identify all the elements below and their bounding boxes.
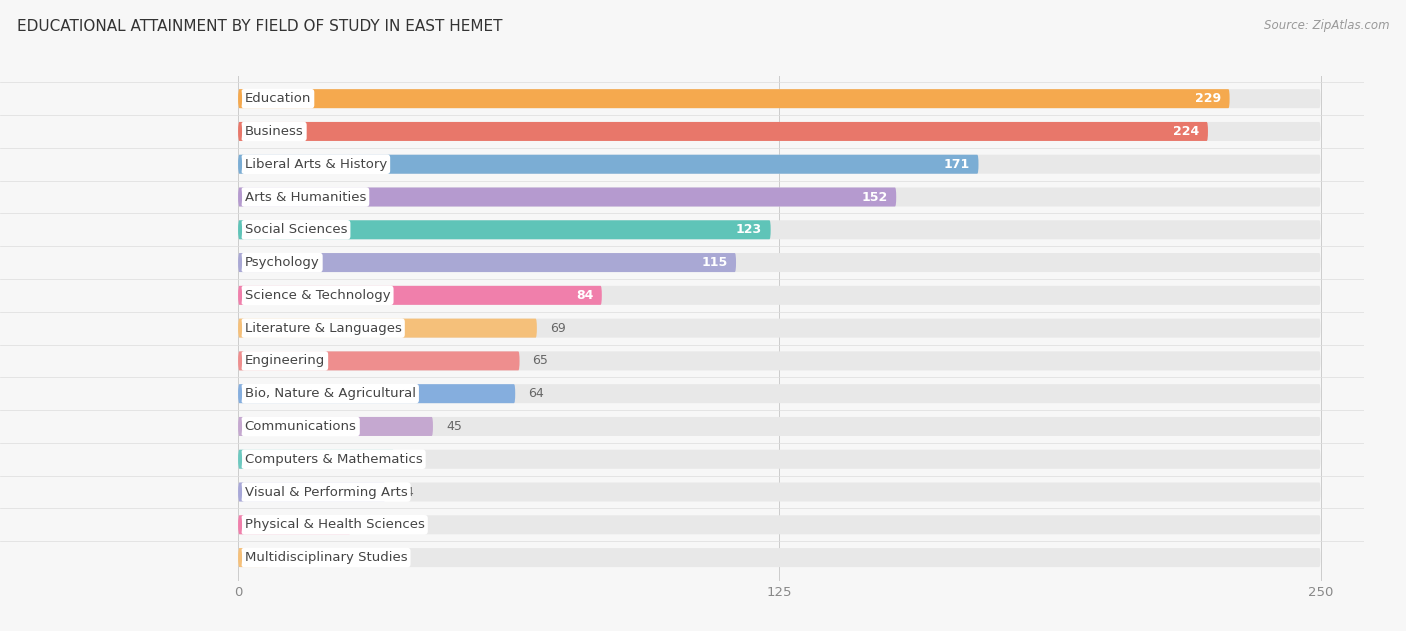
Circle shape bbox=[239, 550, 242, 565]
FancyBboxPatch shape bbox=[238, 319, 537, 338]
FancyBboxPatch shape bbox=[238, 187, 896, 206]
Text: Liberal Arts & History: Liberal Arts & History bbox=[245, 158, 387, 171]
Circle shape bbox=[239, 320, 242, 336]
FancyBboxPatch shape bbox=[238, 155, 1320, 174]
FancyBboxPatch shape bbox=[238, 187, 1320, 206]
Text: Multidisciplinary Studies: Multidisciplinary Studies bbox=[245, 551, 408, 564]
Text: Computers & Mathematics: Computers & Mathematics bbox=[245, 452, 422, 466]
FancyBboxPatch shape bbox=[238, 417, 433, 436]
FancyBboxPatch shape bbox=[238, 450, 1320, 469]
Circle shape bbox=[239, 91, 242, 107]
FancyBboxPatch shape bbox=[238, 253, 1320, 272]
Circle shape bbox=[239, 484, 242, 500]
Text: Bio, Nature & Agricultural: Bio, Nature & Agricultural bbox=[245, 387, 416, 400]
Text: Psychology: Psychology bbox=[245, 256, 319, 269]
FancyBboxPatch shape bbox=[238, 220, 1320, 239]
Text: Education: Education bbox=[245, 92, 311, 105]
Circle shape bbox=[239, 451, 242, 467]
FancyBboxPatch shape bbox=[238, 516, 1320, 534]
Text: 64: 64 bbox=[529, 387, 544, 400]
FancyBboxPatch shape bbox=[238, 89, 1320, 108]
Circle shape bbox=[239, 353, 242, 369]
Text: Social Sciences: Social Sciences bbox=[245, 223, 347, 236]
FancyBboxPatch shape bbox=[238, 548, 269, 567]
Text: Source: ZipAtlas.com: Source: ZipAtlas.com bbox=[1264, 19, 1389, 32]
Text: Business: Business bbox=[245, 125, 304, 138]
FancyBboxPatch shape bbox=[238, 155, 979, 174]
Circle shape bbox=[239, 222, 242, 238]
FancyBboxPatch shape bbox=[238, 384, 515, 403]
Text: Literature & Languages: Literature & Languages bbox=[245, 322, 402, 334]
Text: Visual & Performing Arts: Visual & Performing Arts bbox=[245, 485, 408, 498]
Circle shape bbox=[239, 517, 242, 533]
Text: Physical & Health Sciences: Physical & Health Sciences bbox=[245, 518, 425, 531]
FancyBboxPatch shape bbox=[238, 286, 1320, 305]
Text: 115: 115 bbox=[702, 256, 727, 269]
FancyBboxPatch shape bbox=[238, 351, 520, 370]
FancyBboxPatch shape bbox=[238, 450, 394, 469]
FancyBboxPatch shape bbox=[238, 384, 1320, 403]
Text: 123: 123 bbox=[735, 223, 762, 236]
Circle shape bbox=[239, 287, 242, 304]
Text: EDUCATIONAL ATTAINMENT BY FIELD OF STUDY IN EAST HEMET: EDUCATIONAL ATTAINMENT BY FIELD OF STUDY… bbox=[17, 19, 502, 34]
FancyBboxPatch shape bbox=[238, 89, 1230, 108]
FancyBboxPatch shape bbox=[238, 122, 1320, 141]
FancyBboxPatch shape bbox=[238, 286, 602, 305]
Text: 45: 45 bbox=[446, 420, 461, 433]
FancyBboxPatch shape bbox=[238, 483, 385, 502]
Text: Arts & Humanities: Arts & Humanities bbox=[245, 191, 366, 204]
Circle shape bbox=[239, 124, 242, 139]
Circle shape bbox=[239, 156, 242, 172]
Text: 69: 69 bbox=[550, 322, 565, 334]
Text: Communications: Communications bbox=[245, 420, 357, 433]
Text: 84: 84 bbox=[576, 289, 593, 302]
Text: 65: 65 bbox=[533, 355, 548, 367]
Text: 36: 36 bbox=[406, 452, 423, 466]
FancyBboxPatch shape bbox=[238, 122, 1208, 141]
FancyBboxPatch shape bbox=[238, 417, 1320, 436]
Text: 152: 152 bbox=[862, 191, 887, 204]
Text: 26: 26 bbox=[364, 518, 380, 531]
Text: 229: 229 bbox=[1195, 92, 1220, 105]
Text: Engineering: Engineering bbox=[245, 355, 325, 367]
FancyBboxPatch shape bbox=[238, 548, 1320, 567]
FancyBboxPatch shape bbox=[238, 319, 1320, 338]
Text: 224: 224 bbox=[1173, 125, 1199, 138]
Text: 34: 34 bbox=[398, 485, 415, 498]
Circle shape bbox=[239, 418, 242, 434]
FancyBboxPatch shape bbox=[238, 220, 770, 239]
FancyBboxPatch shape bbox=[238, 483, 1320, 502]
Circle shape bbox=[239, 189, 242, 205]
FancyBboxPatch shape bbox=[238, 516, 350, 534]
Text: 171: 171 bbox=[943, 158, 970, 171]
Text: Science & Technology: Science & Technology bbox=[245, 289, 391, 302]
Text: 7: 7 bbox=[281, 551, 290, 564]
FancyBboxPatch shape bbox=[238, 253, 735, 272]
FancyBboxPatch shape bbox=[238, 351, 1320, 370]
Circle shape bbox=[239, 386, 242, 402]
Circle shape bbox=[239, 254, 242, 271]
